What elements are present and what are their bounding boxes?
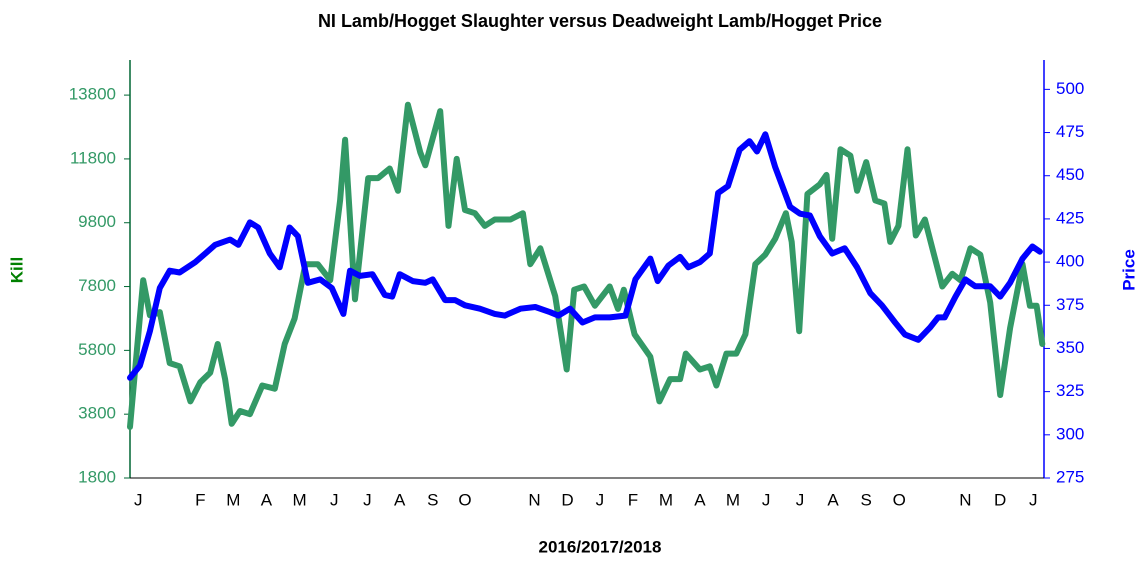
chart-title: NI Lamb/Hogget Slaughter versus Deadweig… [318,11,882,31]
x-tick-label: A [694,490,706,509]
x-tick-label: J [134,490,143,509]
data-line [127,131,1043,381]
x-tick-label: M [726,490,740,509]
x-tick-label: A [827,490,839,509]
x-tick-label: J [762,490,771,509]
x-tick-label: J [330,490,339,509]
x-tick-label: S [427,490,438,509]
y2-tick-label: 425 [1056,208,1084,227]
y-tick-label: 3800 [78,404,116,423]
y-axis-label: Kill [7,257,26,283]
y-tick-label: 1800 [78,467,116,486]
data-line [127,101,1046,430]
y2-tick-label: 300 [1056,424,1084,443]
y-tick-label: 11800 [70,148,116,167]
y2-tick-label: 500 [1056,79,1084,98]
y-tick-label: 13800 [69,85,116,104]
x-tick-label: J [596,490,605,509]
x-tick-label: D [994,490,1006,509]
y2-tick-label: 450 [1056,165,1084,184]
x-tick-label: A [394,490,406,509]
y2-tick-label: 350 [1056,338,1084,357]
x-tick-label: N [959,490,971,509]
y2-tick-label: 400 [1056,252,1084,271]
x-tick-label: M [659,490,673,509]
y2-tick-label: 375 [1056,295,1084,314]
x-tick-label: M [292,490,306,509]
y2-tick-label: 475 [1056,122,1084,141]
x-tick-label: J [1029,490,1038,509]
x-axis-label: 2016/2017/2018 [539,537,662,556]
x-tick-label: N [528,490,540,509]
y-tick-label: 9800 [78,212,116,231]
y2-tick-label: 275 [1056,467,1084,486]
y-tick-label: 7800 [78,276,116,295]
y2-tick-label: 325 [1056,381,1084,400]
x-tick-label: A [261,490,273,509]
y2-axis-label: Price [1119,249,1138,291]
x-tick-label: D [561,490,573,509]
x-tick-label: J [796,490,805,509]
x-tick-label: J [363,490,372,509]
x-tick-label: F [195,490,205,509]
y-tick-label: 5800 [78,340,116,359]
x-tick-label: O [893,490,906,509]
x-tick-label: F [628,490,638,509]
x-tick-label: O [458,490,471,509]
x-tick-label: S [860,490,871,509]
x-tick-label: M [226,490,240,509]
